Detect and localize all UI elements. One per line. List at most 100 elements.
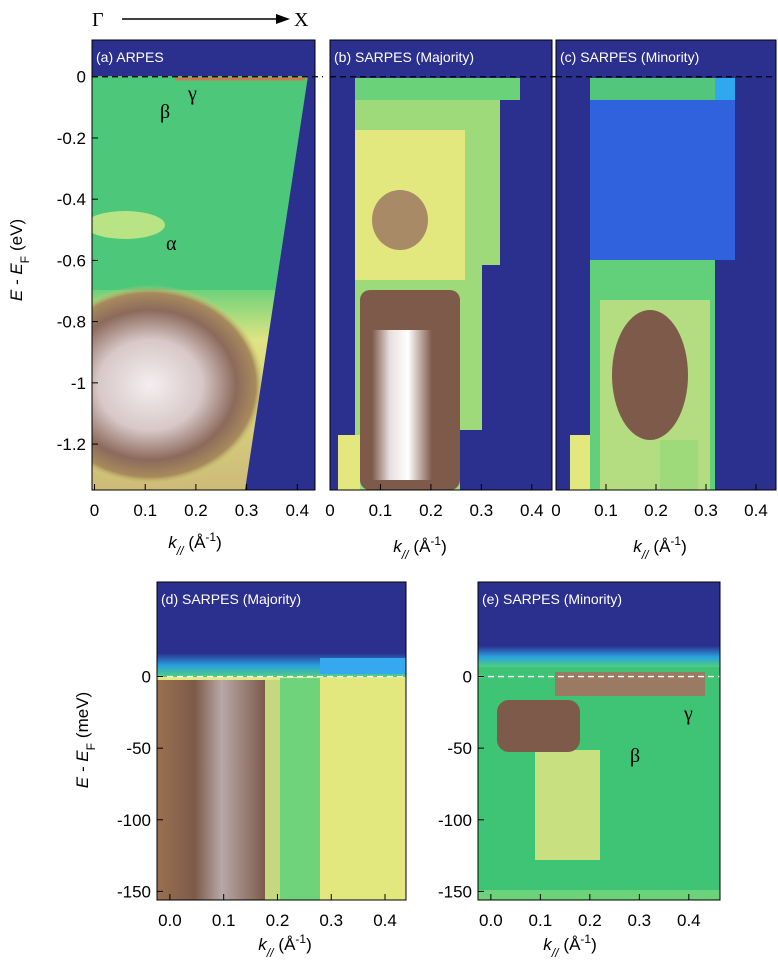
intensity-region (555, 672, 705, 696)
intensity-region (535, 750, 600, 860)
panel-title: (b) SARPES (Majority) (334, 49, 474, 65)
y-axis-label: E - EF (eV) (7, 219, 32, 301)
y-tick-label: -100 (117, 811, 151, 830)
x-tick-label: 0.1 (133, 501, 157, 520)
label-main: k (633, 537, 643, 556)
x-tick-label: 0.2 (419, 501, 443, 520)
intensity-region (482, 265, 500, 490)
x-tick-label: 0.4 (520, 501, 544, 520)
x-tick-label: 0.2 (184, 501, 208, 520)
intensity-region (338, 435, 360, 490)
x-tick-label: 0.4 (744, 501, 768, 520)
x-tick-label: 0.4 (285, 501, 309, 520)
label-unit: (Å (278, 935, 296, 954)
x-tick-label: 0.2 (644, 501, 668, 520)
label-sup: -1 (295, 932, 306, 946)
heatmap-images (92, 40, 776, 900)
band-label: β (160, 101, 170, 123)
x-tick-label: 0.4 (373, 911, 397, 930)
direction-from: Γ (92, 9, 104, 31)
intensity-region (715, 78, 735, 100)
intensity-region (157, 680, 265, 900)
arrow-head (276, 14, 290, 24)
y-axis-label: E - EF (meV) (73, 692, 98, 788)
intensity-region (245, 76, 315, 490)
label-close: ) (591, 935, 597, 954)
x-tick-label: 0.0 (158, 911, 182, 930)
label-unit: (Å (413, 537, 431, 556)
intensity-region (372, 190, 428, 250)
label-unit: (Å (563, 935, 581, 954)
y-tick-label: -50 (447, 739, 472, 758)
x-tick-label: 0 (325, 501, 334, 520)
intensity-region (320, 658, 406, 674)
heatmap (478, 582, 720, 900)
panel-title: (c) SARPES (Minority) (560, 49, 699, 65)
y-tick-label: -0.4 (57, 190, 86, 209)
y-tick-label: 0 (77, 68, 86, 87)
label-sub: // (641, 548, 650, 562)
label-main: k (393, 537, 403, 556)
label-close: ) (681, 537, 687, 556)
intensity-region (92, 285, 265, 485)
band-label: γ (187, 83, 197, 105)
x-tick-label: 0.1 (529, 911, 553, 930)
intensity-region (265, 680, 280, 900)
x-tick-label: 0.4 (677, 911, 701, 930)
intensity-region (372, 330, 432, 480)
panel-title: (e) SARPES (Minority) (482, 591, 622, 607)
y-tick-label: -50 (126, 739, 151, 758)
panel-title: (a) ARPES (96, 49, 164, 65)
intensity-region (660, 440, 698, 490)
x-axis-label: k//(Å-1) (258, 932, 312, 960)
intensity-region (92, 211, 165, 239)
y-tick-label: -0.2 (57, 129, 86, 148)
y-tick-label: -150 (438, 882, 472, 901)
band-label: β (630, 745, 640, 767)
x-tick-label: 0.3 (470, 501, 494, 520)
x-tick-label: 0.0 (479, 911, 503, 930)
x-tick-label: 0.3 (628, 911, 652, 930)
y-tick-label: -1 (71, 374, 86, 393)
intensity-region (612, 310, 688, 440)
x-tick-label: 0.3 (235, 501, 259, 520)
label-sup: -1 (430, 534, 441, 548)
heatmap (92, 40, 315, 490)
label-unit: (eV) (7, 219, 26, 251)
band-label: α (166, 233, 177, 255)
label-main: E - E (7, 263, 26, 301)
x-tick-label: 0 (90, 501, 99, 520)
label-sub: // (176, 544, 185, 558)
direction-to: X (294, 9, 309, 31)
plot-frame (555, 39, 777, 491)
intensity-region (92, 40, 315, 76)
label-sup: -1 (670, 534, 681, 548)
y-tick-label: -150 (117, 882, 151, 901)
x-axis-label: k//(Å-1) (168, 530, 222, 558)
intensity-region (570, 435, 590, 490)
x-tick-label: 0.2 (578, 911, 602, 930)
y-tick-label: 0 (142, 668, 151, 687)
intensity-region (590, 78, 715, 100)
heatmap (556, 40, 776, 490)
intensity-region (590, 78, 735, 260)
x-tick-label: 0 (551, 501, 560, 520)
label-sub: // (401, 548, 410, 562)
x-tick-label: 0.1 (212, 911, 236, 930)
label-sub: F (18, 256, 32, 263)
label-main: E - E (73, 750, 92, 788)
x-tick-label: 0.2 (266, 911, 290, 930)
plot-frame (156, 581, 407, 901)
intensity-region (478, 582, 720, 667)
intensity-region (735, 100, 776, 490)
label-main: k (258, 935, 268, 954)
intensity-region (500, 100, 520, 490)
x-tick-label: 0.3 (694, 501, 718, 520)
label-main: k (543, 935, 553, 954)
plot-frame (91, 39, 316, 491)
heatmap (330, 40, 552, 490)
label-unit: (Å (653, 537, 671, 556)
x-axis-label: k//(Å-1) (393, 534, 447, 562)
y-tick-label: -0.6 (57, 251, 86, 270)
